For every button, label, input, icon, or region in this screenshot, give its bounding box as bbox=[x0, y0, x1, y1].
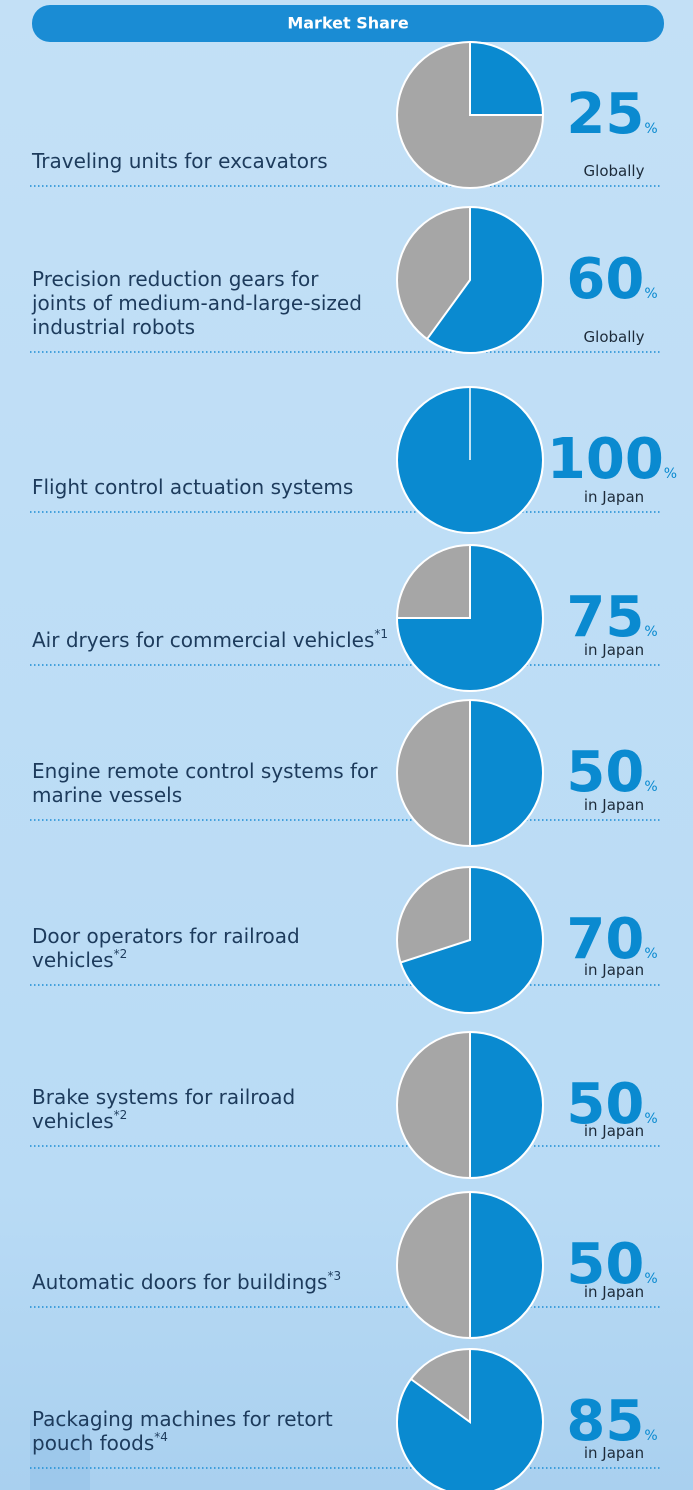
label-text: joints of medium-and-large-sized bbox=[31, 291, 362, 315]
share-value: 85% bbox=[566, 1389, 657, 1454]
share-unit: % bbox=[644, 624, 657, 640]
label-text: marine vessels bbox=[32, 783, 182, 807]
share-unit: % bbox=[644, 1111, 657, 1127]
pie-share bbox=[469, 698, 544, 848]
share-number: 70 bbox=[566, 907, 644, 972]
share-number: 85 bbox=[566, 1389, 644, 1454]
item-label: Packaging machines for retort bbox=[32, 1407, 333, 1431]
share-unit: % bbox=[644, 779, 657, 795]
pie-share bbox=[395, 543, 544, 692]
share-unit: % bbox=[644, 121, 657, 137]
label-text: Automatic doors for buildings bbox=[32, 1270, 327, 1294]
share-scope: in Japan bbox=[584, 1283, 644, 1301]
label-text: vehicles bbox=[32, 948, 114, 972]
pie-share bbox=[396, 1347, 544, 1490]
item-label: Flight control actuation systems bbox=[32, 475, 353, 499]
rows: Traveling units for excavators 25% Globall… bbox=[30, 40, 677, 1490]
share-scope: in Japan bbox=[584, 1122, 644, 1140]
item-label: Traveling units for excavators bbox=[31, 149, 328, 173]
header-bar bbox=[32, 5, 664, 42]
pie-share bbox=[425, 205, 544, 354]
label-text: Traveling units for excavators bbox=[31, 149, 328, 173]
item-label: Precision reduction gears for bbox=[32, 267, 319, 291]
share-scope: in Japan bbox=[584, 961, 644, 979]
share-value: 50% bbox=[566, 740, 657, 805]
label-text: Engine remote control systems for bbox=[32, 759, 378, 783]
share-unit: % bbox=[664, 466, 677, 482]
pie-share bbox=[469, 1030, 544, 1180]
share-value: 100% bbox=[547, 427, 677, 492]
label-text: industrial robots bbox=[32, 315, 195, 339]
share-number: 50 bbox=[566, 1072, 644, 1137]
share-value: 25% bbox=[566, 82, 657, 147]
pie-share bbox=[469, 1190, 544, 1340]
share-scope: Globally bbox=[584, 162, 645, 180]
building-decor bbox=[30, 1420, 90, 1490]
label-text: vehicles bbox=[32, 1109, 114, 1133]
share-unit: % bbox=[644, 946, 657, 962]
item-label: joints of medium-and-large-sized bbox=[31, 291, 362, 315]
label-text: Air dryers for commercial vehicles bbox=[32, 628, 374, 652]
share-scope: Globally bbox=[584, 328, 645, 346]
header-title: Market Share bbox=[287, 14, 408, 33]
share-number: 60 bbox=[566, 247, 644, 312]
footnote: *2 bbox=[114, 1108, 128, 1122]
item-label: Brake systems for railroad bbox=[32, 1085, 295, 1109]
share-number: 50 bbox=[566, 740, 644, 805]
share-number: 25 bbox=[566, 82, 644, 147]
item-label: Door operators for railroad bbox=[32, 924, 300, 948]
label-text: Packaging machines for retort bbox=[32, 1407, 333, 1431]
footnote: *2 bbox=[114, 947, 128, 961]
share-value: 70% bbox=[566, 907, 657, 972]
share-number: 50 bbox=[566, 1232, 644, 1297]
share-value: 50% bbox=[566, 1072, 657, 1137]
share-value: 75% bbox=[566, 585, 657, 650]
label-text: Brake systems for railroad bbox=[32, 1085, 295, 1109]
share-scope: in Japan bbox=[584, 796, 644, 814]
share-value: 50% bbox=[566, 1232, 657, 1297]
label-text: Flight control actuation systems bbox=[32, 475, 353, 499]
label-text: pouch foods bbox=[32, 1431, 154, 1455]
pie-share bbox=[399, 865, 544, 1014]
footnote: *1 bbox=[374, 627, 388, 641]
footnote: *4 bbox=[154, 1430, 168, 1444]
label-text: Precision reduction gears for bbox=[32, 267, 319, 291]
pie-share bbox=[469, 40, 545, 116]
item-label: Engine remote control systems for bbox=[32, 759, 378, 783]
item-label: vehicles*2 bbox=[32, 947, 127, 972]
share-scope: in Japan bbox=[584, 641, 644, 659]
item-label: vehicles*2 bbox=[32, 1108, 127, 1133]
share-scope: in Japan bbox=[584, 488, 644, 506]
share-scope: in Japan bbox=[584, 1444, 644, 1462]
footnote: *3 bbox=[327, 1269, 341, 1283]
share-number: 100 bbox=[547, 427, 664, 492]
item-label: industrial robots bbox=[32, 315, 195, 339]
share-unit: % bbox=[644, 286, 657, 302]
share-number: 75 bbox=[566, 585, 644, 650]
item-label: Air dryers for commercial vehicles*1 bbox=[32, 627, 388, 652]
share-unit: % bbox=[644, 1271, 657, 1287]
label-text: Door operators for railroad bbox=[32, 924, 300, 948]
item-label: marine vessels bbox=[32, 783, 182, 807]
item-label: Automatic doors for buildings*3 bbox=[32, 1269, 341, 1294]
share-value: 60% bbox=[566, 247, 657, 312]
item-label: pouch foods*4 bbox=[32, 1430, 168, 1455]
share-unit: % bbox=[644, 1428, 657, 1444]
